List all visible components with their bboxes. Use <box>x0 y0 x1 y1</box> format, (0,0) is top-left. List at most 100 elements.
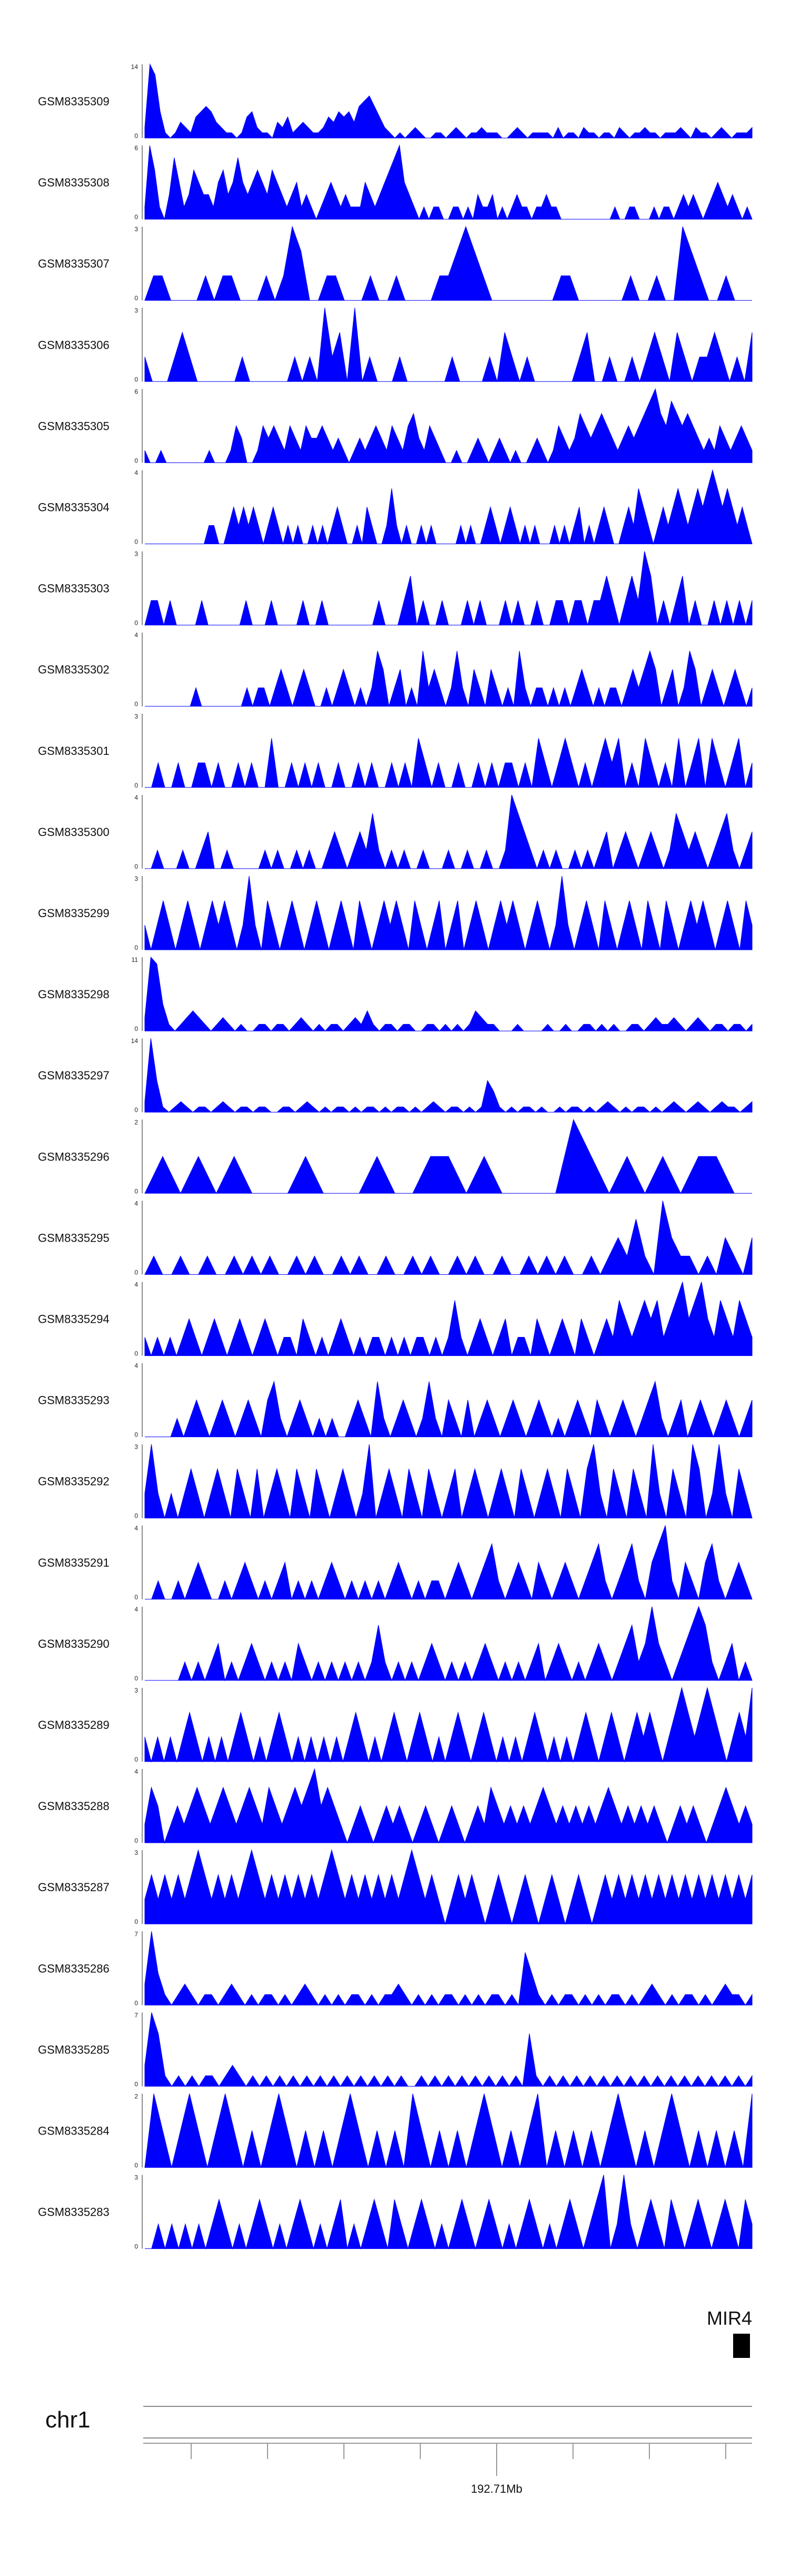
track-ymin-label: 0 <box>134 701 138 708</box>
track-ymax-label: 14 <box>131 63 139 71</box>
track-GSM8335290: GSM8335290 4 0 <box>38 1606 753 1682</box>
track-ymax-label: 4 <box>134 1362 138 1370</box>
coverage-area <box>145 737 753 789</box>
track-label: GSM8335301 <box>38 744 110 758</box>
track-ymax-label: 7 <box>134 2011 138 2019</box>
coverage-area <box>145 1525 753 1600</box>
track-GSM8335294: GSM8335294 4 0 <box>38 1281 753 1358</box>
track-label: GSM8335303 <box>38 582 110 595</box>
track-ymax-label: 4 <box>134 469 138 477</box>
track-label: GSM8335305 <box>38 419 110 432</box>
track-label: GSM8335290 <box>38 1637 110 1650</box>
track-GSM8335303: GSM8335303 3 0 <box>38 550 753 627</box>
track-label: GSM8335296 <box>38 1150 110 1163</box>
track-ymax-label: 3 <box>134 875 138 882</box>
coverage-area <box>144 551 753 626</box>
track-label: GSM8335297 <box>38 1069 110 1082</box>
track-ymax-label: 3 <box>134 1687 138 1694</box>
track-ymin-label: 0 <box>134 1187 138 1195</box>
track-ymin-label: 0 <box>134 213 138 221</box>
coverage-area <box>145 650 753 707</box>
coverage-area <box>144 1931 753 2006</box>
coverage-area <box>144 2012 753 2087</box>
coverage-area <box>145 1606 753 1682</box>
track-ymin-label: 0 <box>134 1350 138 1358</box>
track-ymin-label: 0 <box>134 782 138 789</box>
coverage-area <box>144 956 753 1031</box>
track-GSM8335286: GSM8335286 7 0 <box>38 1930 753 2007</box>
coverage-area <box>144 388 753 464</box>
track-ymin-label: 0 <box>134 2080 138 2088</box>
track-label: GSM8335295 <box>38 1231 110 1244</box>
track-ymin-label: 0 <box>134 2243 138 2250</box>
coverage-area <box>144 1201 753 1276</box>
track-ymin-label: 0 <box>134 863 138 870</box>
track-GSM8335302: GSM8335302 4 0 <box>38 632 753 708</box>
track-label: GSM8335286 <box>38 1962 110 1975</box>
track-GSM8335301: GSM8335301 3 0 <box>38 713 753 789</box>
axis-tick-label: 192.71Mb <box>471 2482 522 2495</box>
track-label: GSM8335306 <box>38 338 110 351</box>
track-GSM8335309: GSM8335309 14 0 <box>38 63 753 140</box>
track-ymin-label: 0 <box>134 132 138 140</box>
track-GSM8335304: GSM8335304 4 0 <box>38 469 753 546</box>
track-ymin-label: 0 <box>134 1512 138 1520</box>
track-GSM8335285: GSM8335285 7 0 <box>38 2011 753 2088</box>
track-ymax-label: 3 <box>134 713 138 720</box>
coverage-area <box>144 876 753 950</box>
track-ymax-label: 4 <box>134 1281 138 1289</box>
track-GSM8335284: GSM8335284 2 0 <box>38 2093 753 2169</box>
track-ymin-label: 0 <box>134 944 138 951</box>
track-ymax-label: 4 <box>134 794 138 801</box>
chromosome-label: chr1 <box>45 2407 91 2433</box>
coverage-area <box>144 308 753 383</box>
track-ymax-label: 7 <box>134 1930 138 1938</box>
track-ymax-label: 14 <box>131 1037 139 1045</box>
gene-label: MIR4 <box>707 2307 752 2329</box>
chromosome-ideogram: chr1 <box>45 2406 752 2439</box>
track-GSM8335295: GSM8335295 4 0 <box>38 1199 753 1276</box>
track-ymin-label: 0 <box>134 1837 138 1844</box>
track-ymax-label: 2 <box>134 1118 138 1126</box>
track-GSM8335307: GSM8335307 3 0 <box>38 225 752 302</box>
track-ymin-label: 0 <box>134 1269 138 1276</box>
coverage-area <box>144 63 753 139</box>
track-ymin-label: 0 <box>134 1106 138 1114</box>
track-GSM8335288: GSM8335288 4 0 <box>38 1768 753 1844</box>
track-ymax-label: 3 <box>134 550 138 558</box>
track-label: GSM8335283 <box>38 2206 110 2219</box>
track-ymax-label: 3 <box>134 225 138 233</box>
track-label: GSM8335292 <box>38 1475 110 1488</box>
track-ymin-label: 0 <box>134 1431 138 1439</box>
track-GSM8335293: GSM8335293 4 0 <box>38 1362 753 1439</box>
track-ymax-label: 6 <box>134 144 138 152</box>
track-ymax-label: 4 <box>134 632 138 639</box>
track-label: GSM8335287 <box>38 1881 110 1894</box>
track-ymax-label: 11 <box>132 956 139 963</box>
track-label: GSM8335308 <box>38 176 110 189</box>
track-ymin-label: 0 <box>134 376 138 383</box>
gene-feature-block <box>733 2334 750 2358</box>
track-GSM8335308: GSM8335308 6 0 <box>38 144 753 221</box>
track-GSM8335305: GSM8335305 6 0 <box>38 388 753 464</box>
coverage-area <box>144 1282 753 1357</box>
track-GSM8335289: GSM8335289 3 0 <box>38 1687 753 1763</box>
track-GSM8335306: GSM8335306 3 0 <box>38 307 753 383</box>
track-label: GSM8335288 <box>38 1800 110 1813</box>
track-ymax-label: 4 <box>134 1606 138 1613</box>
track-ymin-label: 0 <box>134 1918 138 1925</box>
track-ymin-label: 0 <box>134 620 138 627</box>
track-label: GSM8335307 <box>38 257 110 270</box>
track-label: GSM8335284 <box>38 2125 110 2138</box>
gene-annotation-track: MIR4 <box>707 2307 752 2358</box>
coverage-area <box>144 1118 752 1194</box>
track-GSM8335297: GSM8335297 14 0 <box>38 1037 753 1114</box>
track-ymin-label: 0 <box>134 1025 138 1033</box>
track-label: GSM8335300 <box>38 825 110 839</box>
track-GSM8335283: GSM8335283 3 0 <box>38 2174 753 2250</box>
track-label: GSM8335309 <box>38 95 110 108</box>
track-GSM8335300: GSM8335300 4 0 <box>38 794 753 870</box>
track-label: GSM8335285 <box>38 2043 110 2056</box>
coverage-area <box>145 469 753 545</box>
coverage-area <box>144 1768 753 1844</box>
